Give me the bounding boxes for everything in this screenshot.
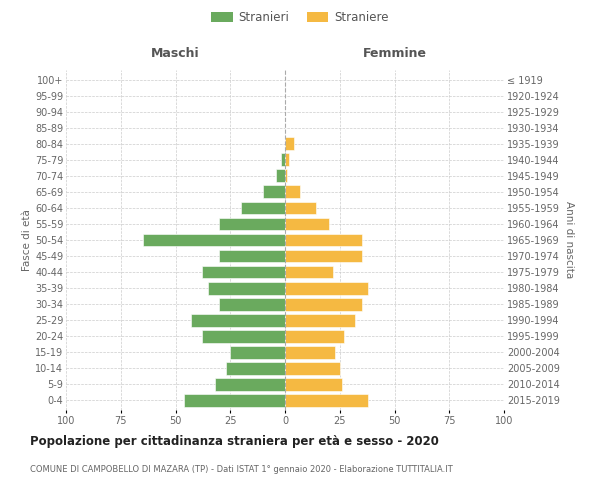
Bar	[220, 218, 285, 230]
Bar	[230, 346, 285, 358]
Bar	[285, 314, 355, 326]
Bar	[220, 250, 285, 262]
Bar	[184, 394, 285, 407]
Bar	[285, 378, 342, 391]
Bar	[226, 362, 285, 374]
Bar	[285, 266, 333, 278]
Bar	[143, 234, 285, 246]
Text: Maschi: Maschi	[151, 48, 200, 60]
Bar	[285, 138, 294, 150]
Legend: Stranieri, Straniere: Stranieri, Straniere	[211, 11, 389, 24]
Text: Popolazione per cittadinanza straniera per età e sesso - 2020: Popolazione per cittadinanza straniera p…	[30, 435, 439, 448]
Bar	[202, 330, 285, 342]
Bar	[285, 282, 368, 294]
Y-axis label: Anni di nascita: Anni di nascita	[563, 202, 574, 278]
Bar	[276, 170, 285, 182]
Bar	[263, 186, 285, 198]
Bar	[285, 362, 340, 374]
Bar	[208, 282, 285, 294]
Bar	[220, 298, 285, 310]
Bar	[285, 218, 329, 230]
Bar	[285, 330, 344, 342]
Y-axis label: Fasce di età: Fasce di età	[22, 209, 32, 271]
Bar	[285, 202, 316, 214]
Bar	[285, 298, 362, 310]
Bar	[202, 266, 285, 278]
Text: Femmine: Femmine	[362, 48, 427, 60]
Bar	[215, 378, 285, 391]
Bar	[191, 314, 285, 326]
Bar	[285, 234, 362, 246]
Bar	[285, 346, 335, 358]
Bar	[285, 250, 362, 262]
Text: COMUNE DI CAMPOBELLO DI MAZARA (TP) - Dati ISTAT 1° gennaio 2020 - Elaborazione : COMUNE DI CAMPOBELLO DI MAZARA (TP) - Da…	[30, 465, 453, 474]
Bar	[285, 186, 301, 198]
Bar	[241, 202, 285, 214]
Bar	[285, 154, 289, 166]
Bar	[285, 394, 368, 407]
Bar	[285, 170, 287, 182]
Bar	[281, 154, 285, 166]
